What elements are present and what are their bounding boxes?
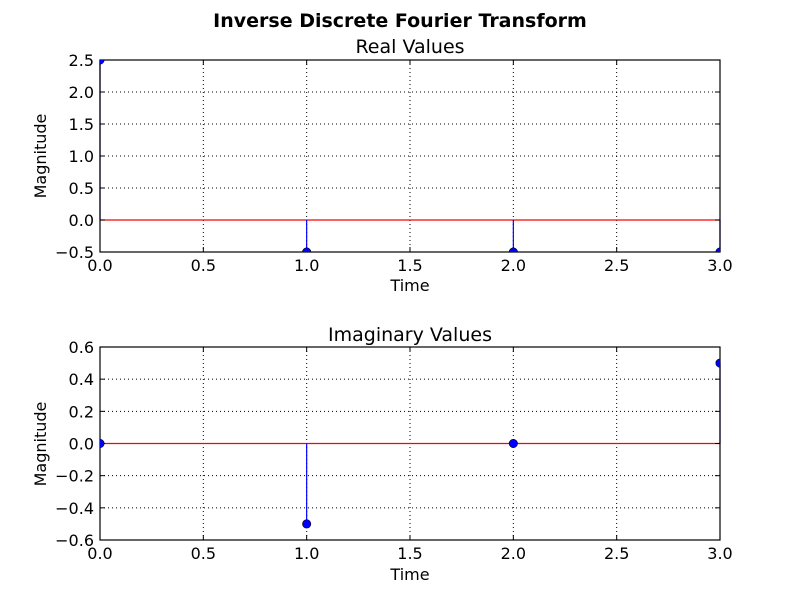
real-marker-0 xyxy=(100,60,105,65)
real-x-tick-label: 2.0 xyxy=(501,256,526,275)
real-x-tick-label: 1.0 xyxy=(294,256,319,275)
imag-marker-3 xyxy=(715,358,720,368)
figure-title: Inverse Discrete Fourier Transform xyxy=(213,10,587,32)
imag-y-tick-label: −0.4 xyxy=(55,499,94,518)
imag-y-tick-label: 0.6 xyxy=(69,338,94,357)
imag-x-tick-label: 0.5 xyxy=(191,544,216,563)
imag-y-tick-label: 0.4 xyxy=(69,370,94,389)
real-x-tick-label: 3.0 xyxy=(707,256,732,275)
real-y-tick-label: 1.0 xyxy=(69,147,94,166)
imag-y-tick-label: 0.0 xyxy=(69,435,94,454)
real-x-tick-label: 0.5 xyxy=(191,256,216,275)
real-markers xyxy=(100,60,720,252)
imaginary-values-xlabel: Time xyxy=(389,565,429,584)
imag-marker-1 xyxy=(302,519,312,529)
imag-x-tick-label: 3.0 xyxy=(707,544,732,563)
imag-x-tick-label: 1.0 xyxy=(294,544,319,563)
imag-x-tick-label: 2.0 xyxy=(501,544,526,563)
imaginary-values-ylabel: Magnitude xyxy=(31,402,50,487)
real-x-tick-label: 1.5 xyxy=(397,256,422,275)
imag-x-tick-label: 0.0 xyxy=(87,544,112,563)
real-marker-3 xyxy=(715,247,720,252)
real-values-title: Real Values xyxy=(355,36,464,58)
imag-marker-2 xyxy=(508,438,518,448)
imag-y-tick-label: −0.2 xyxy=(55,467,94,486)
real-y-tick-label: 0.0 xyxy=(69,211,94,230)
imag-y-tick-label: 0.2 xyxy=(69,402,94,421)
real-y-tick-label: 2.5 xyxy=(69,51,94,70)
imaginary-values-subplot: Imaginary Values Time Magnitude 0.0 0.5 1.… xyxy=(31,324,733,584)
real-values-ylabel: Magnitude xyxy=(31,114,50,199)
real-marker-1 xyxy=(302,247,312,252)
imag-marker-0 xyxy=(100,439,105,448)
real-y-tick-label: −0.5 xyxy=(55,243,94,262)
imag-y-tick-label: −0.6 xyxy=(55,531,94,550)
real-y-tick-label: 0.5 xyxy=(69,179,94,198)
real-values-subplot: Real Values Time Magnitude 0.0 0.5 1.0 1.5 2… xyxy=(31,36,733,295)
imag-x-tick-label: 1.5 xyxy=(397,544,422,563)
real-x-tick-label: 2.5 xyxy=(604,256,629,275)
real-axes-frame xyxy=(99,59,721,253)
imag-x-tick-label: 2.5 xyxy=(604,544,629,563)
imaginary-values-title: Imaginary Values xyxy=(328,324,492,346)
real-y-tick-label: 2.0 xyxy=(69,83,94,102)
real-marker-2 xyxy=(508,247,518,252)
real-values-xlabel: Time xyxy=(389,276,429,295)
imag-markers xyxy=(100,358,720,529)
real-y-tick-label: 1.5 xyxy=(69,115,94,134)
real-x-tick-label: 0.0 xyxy=(87,256,112,275)
